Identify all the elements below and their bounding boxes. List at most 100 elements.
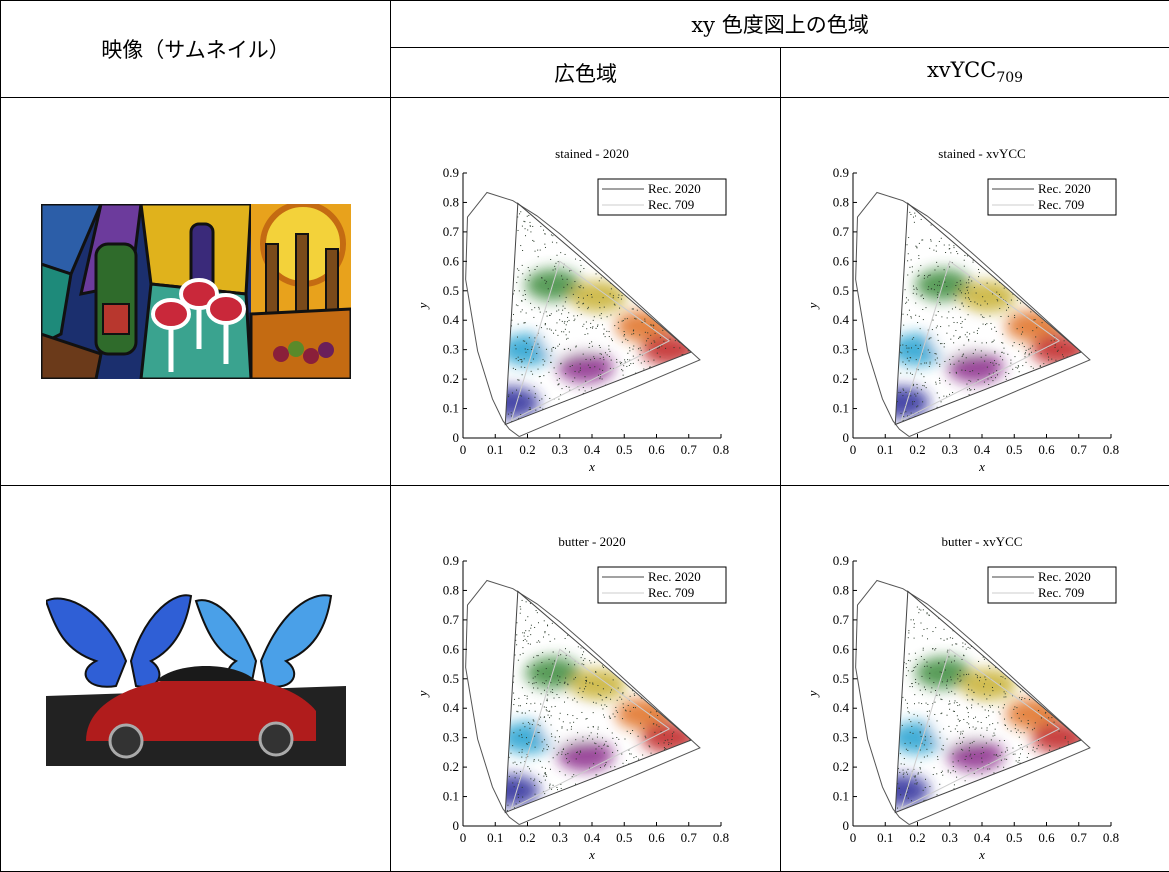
cloud-dot [520,609,521,610]
cloud-dot [967,255,968,256]
cloud-dot [583,303,584,304]
cloud-dot [671,739,672,740]
cloud-dot [638,348,639,349]
cloud-dot [539,642,540,643]
cloud-dot [531,371,532,372]
cloud-dot [998,707,999,708]
cloud-dot [618,739,619,740]
cloud-dot [627,340,628,341]
cloud-dot [601,313,602,314]
cloud-dot [541,277,542,278]
cloud-dot [593,763,594,764]
cloud-dot [984,361,985,362]
cloud-dot [627,353,628,354]
cloud-dot [927,628,928,629]
cloud-dot [525,235,526,236]
cloud-dot [525,639,526,640]
cloud-dot [967,290,968,291]
cloud-dot [933,250,934,251]
cloud-dot [522,687,523,688]
cloud-dot [943,749,944,750]
cloud-dot [921,363,922,364]
cloud-dot [534,269,535,270]
cloud-dot [535,711,536,712]
cloud-dot [968,306,969,307]
cloud-dot [993,733,994,734]
cloud-dot [567,338,568,339]
cloud-dot [969,388,970,389]
cloud-dot [572,381,573,382]
cloud-dot [929,786,930,787]
cloud-dot [531,349,532,350]
cloud-dot [532,226,533,227]
cloud-dot [949,709,950,710]
cloud-dot [668,742,669,743]
cloud-dot [928,349,929,350]
cloud-dot [909,712,910,713]
y-tick-label: 0.4 [443,312,460,327]
cloud-dot [538,622,539,623]
cloud-dot [968,712,969,713]
cloud-dot [568,664,569,665]
cloud-dot [555,263,556,264]
cloud-dot [915,682,916,683]
cloud-dot [555,706,556,707]
cloud-dot [908,711,909,712]
cloud-dot [511,412,512,413]
cloud-dot [959,704,960,705]
cloud-dot [1021,744,1022,745]
y-tick-label: 0.7 [443,612,460,627]
cloud-dot [928,286,929,287]
cloud-dot [610,368,611,369]
cloud-dot [625,361,626,362]
cloud-dot [641,350,642,351]
cloud-dot [646,340,647,341]
cloud-dot [543,637,544,638]
cloud-dot [639,354,640,355]
cloud-blob [483,387,539,419]
cloud-dot [911,259,912,260]
cloud-dot [645,332,646,333]
cloud-dot [925,736,926,737]
cloud-dot [593,702,594,703]
cloud-dot [656,711,657,712]
cloud-dot [1007,728,1008,729]
cloud-dot [524,221,525,222]
cloud-dot [922,385,923,386]
y-tick-label: 0.9 [833,553,849,568]
cloud-dot [916,293,917,294]
cloud-dot [547,710,548,711]
cloud-dot [616,362,617,363]
cloud-dot [933,682,934,683]
cloud-dot [529,222,530,223]
cloud-dot [583,691,584,692]
cloud-dot [1047,353,1048,354]
cloud-dot [960,734,961,735]
cloud-dot [931,241,932,242]
cloud-dot [962,750,963,751]
cloud-dot [544,632,545,633]
cloud-dot [635,707,636,708]
cloud-dot [552,689,553,690]
cloud-dot [947,739,948,740]
cloud-dot [535,410,536,411]
cloud-dot [924,275,925,276]
cloud-dot [932,648,933,649]
cloud-dot [645,736,646,737]
cloud-dot [905,303,906,304]
cloud-dot [547,699,548,700]
cloud-dot [600,695,601,696]
cloud-dot [583,651,584,652]
cloud-dot [610,692,611,693]
cloud-dot [532,240,533,241]
cloud-dot [937,297,938,298]
cloud-dot [624,334,625,335]
cloud-dot [999,364,1000,365]
cloud-dot [516,711,517,712]
x-axis-label: x [588,459,595,474]
x-tick-label: 0.5 [616,830,632,845]
cloud-dot [916,406,917,407]
x-tick-label: 0.4 [584,442,601,457]
cloud-dot [562,726,563,727]
cloud-dot [989,705,990,706]
